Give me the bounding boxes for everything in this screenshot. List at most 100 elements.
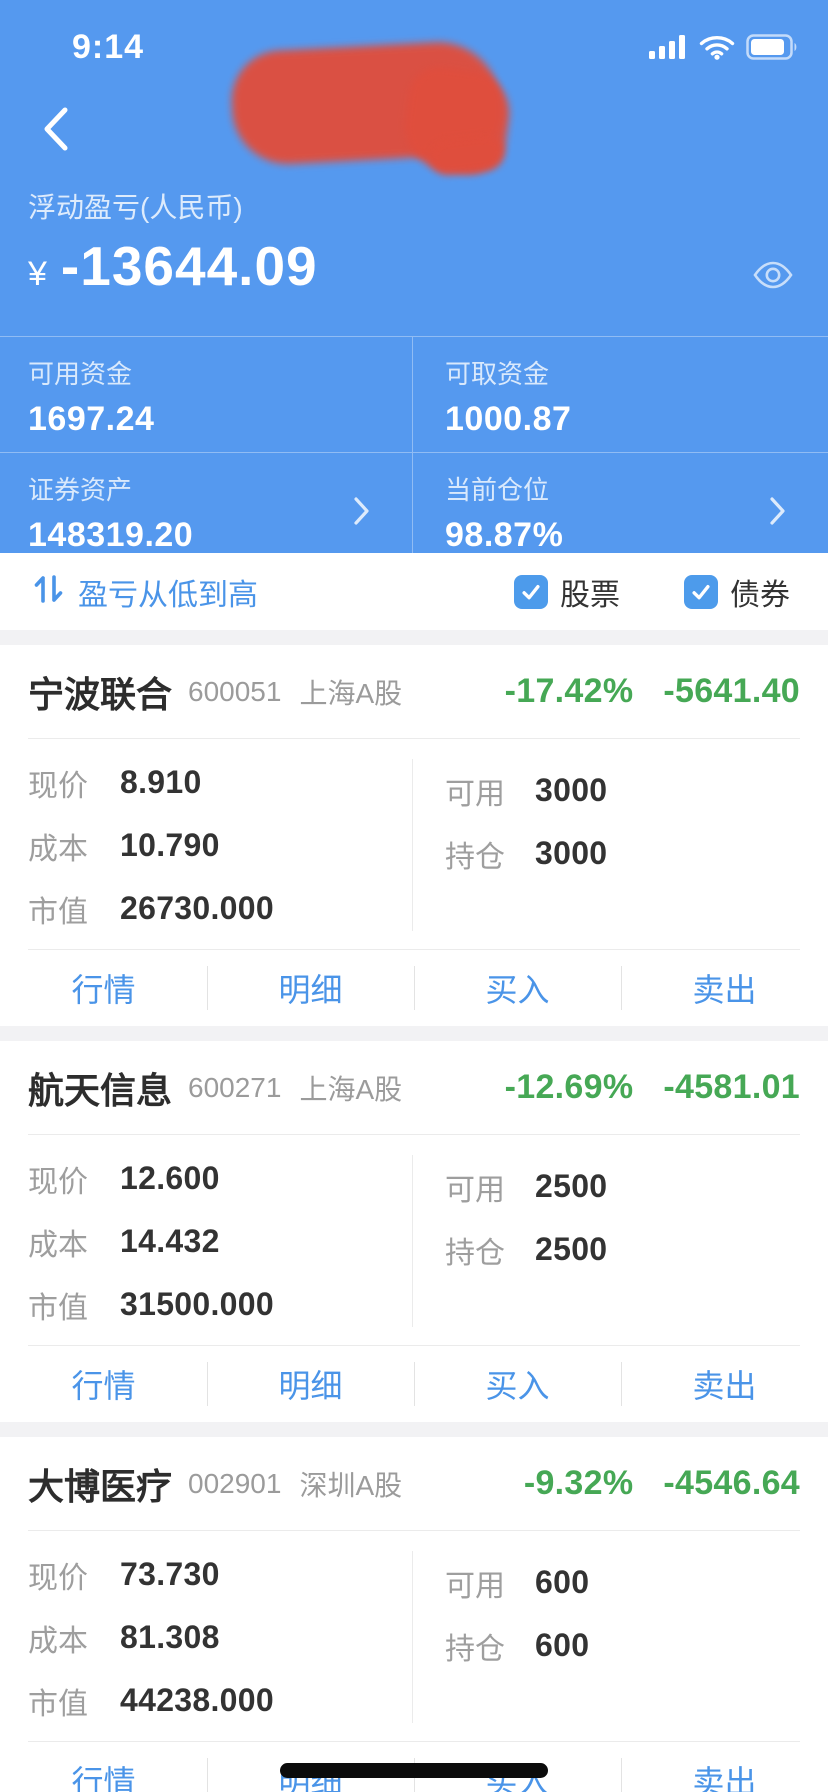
account-stats-grid: 可用资金 1697.24 可取资金 1000.87 证券资产 148319.20… xyxy=(0,336,828,554)
cost-label: 成本 xyxy=(28,832,88,866)
pl-percent: -9.32% xyxy=(523,1464,634,1502)
stat-value: 1697.24 xyxy=(28,400,155,438)
stock-details: 现价 8.910 成本 10.790 市值 26730.000 可用 3000 持仓 30… xyxy=(0,739,828,949)
price-value: 8.910 xyxy=(120,764,202,800)
stock-code: 002901 xyxy=(188,1467,282,1499)
stock-name: 大博医疗 xyxy=(28,1465,173,1507)
sort-by-pl-button[interactable]: 盈亏从低到高 xyxy=(32,570,258,614)
position-label: 持仓 xyxy=(445,1632,505,1666)
stat-value: 1000.87 xyxy=(445,400,572,438)
stock-details: 现价 73.730 成本 81.308 市值 44238.000 可用 600 持仓 60… xyxy=(0,1531,828,1741)
account-header: 9:14 xyxy=(0,0,828,554)
stat-label: 可取资金 xyxy=(445,359,550,389)
cost-value: 14.432 xyxy=(120,1223,220,1259)
divider xyxy=(28,949,800,950)
stat-value: 148319.20 xyxy=(28,516,194,554)
stock-details: 现价 12.600 成本 14.432 市值 31500.000 可用 2500 持仓 2… xyxy=(0,1135,828,1345)
available-label: 可用 xyxy=(445,1569,505,1603)
divider xyxy=(28,1134,800,1135)
sort-label: 盈亏从低到高 xyxy=(78,578,258,612)
quote-button[interactable]: 行情 xyxy=(71,1764,136,1792)
stock-market: 上海A股 xyxy=(299,1073,403,1105)
stock-code: 600271 xyxy=(188,1071,282,1103)
eye-visibility-toggle[interactable] xyxy=(752,260,794,290)
position-label: 持仓 xyxy=(445,840,505,874)
detail-button[interactable]: 明细 xyxy=(207,950,414,1026)
home-indicator[interactable] xyxy=(280,1763,548,1778)
market-value-label: 市值 xyxy=(28,1687,88,1721)
section-divider xyxy=(0,630,828,645)
stock-market: 上海A股 xyxy=(299,677,403,709)
stat-label: 证券资产 xyxy=(28,475,133,505)
checkbox-label: 股票 xyxy=(560,578,620,612)
battery-icon xyxy=(746,34,798,65)
sell-button[interactable]: 卖出 xyxy=(621,1742,828,1792)
status-icons xyxy=(648,34,798,65)
detail-button[interactable]: 明细 xyxy=(207,1346,414,1422)
pl-value: -4581.01 xyxy=(663,1068,800,1106)
section-divider xyxy=(0,1422,828,1437)
price-value: 73.730 xyxy=(120,1556,220,1592)
stock-header-row[interactable]: 大博医疗 002901 深圳A股 -9.32% -4546.64 xyxy=(0,1437,828,1530)
back-button[interactable] xyxy=(38,104,78,154)
stat-current-position-pct[interactable]: 当前仓位 98.87% xyxy=(412,452,828,554)
available-label: 可用 xyxy=(445,1173,505,1207)
wifi-icon xyxy=(699,34,735,65)
available-value: 2500 xyxy=(535,1168,608,1204)
cost-value: 10.790 xyxy=(120,827,220,863)
cellular-signal-icon xyxy=(648,34,688,65)
market-value-label: 市值 xyxy=(28,895,88,929)
stat-value: 98.87% xyxy=(445,516,564,554)
position-card: 航天信息 600271 上海A股 -12.69% -4581.01 现价 12.6… xyxy=(0,1041,828,1422)
stat-label: 可用资金 xyxy=(28,359,133,389)
pl-percent: -17.42% xyxy=(504,672,634,710)
stock-actions: 行情 明细 买入 卖出 xyxy=(0,950,828,1026)
pl-value: -4546.64 xyxy=(663,1464,800,1502)
buy-button[interactable]: 买入 xyxy=(414,950,621,1026)
quote-button[interactable]: 行情 xyxy=(71,1368,136,1404)
section-divider xyxy=(0,1026,828,1041)
stat-securities-assets[interactable]: 证券资产 148319.20 xyxy=(0,452,412,554)
available-label: 可用 xyxy=(445,777,505,811)
price-label: 现价 xyxy=(28,1165,88,1199)
stock-name: 航天信息 xyxy=(28,1069,173,1111)
divider xyxy=(28,1530,800,1531)
sell-button[interactable]: 卖出 xyxy=(621,950,828,1026)
divider xyxy=(28,738,800,739)
market-value-label: 市值 xyxy=(28,1291,88,1325)
sell-button[interactable]: 卖出 xyxy=(621,1346,828,1422)
divider xyxy=(28,1345,800,1346)
stock-code: 600051 xyxy=(188,675,282,707)
cost-label: 成本 xyxy=(28,1624,88,1658)
quote-button[interactable]: 行情 xyxy=(71,972,136,1008)
cost-label: 成本 xyxy=(28,1228,88,1262)
stock-header-row[interactable]: 宁波联合 600051 上海A股 -17.42% -5641.40 xyxy=(0,645,828,738)
stock-name: 宁波联合 xyxy=(28,673,173,715)
floating-pl-amount: ¥ -13644.09 xyxy=(28,234,318,298)
price-label: 现价 xyxy=(28,1561,88,1595)
sort-arrows-icon xyxy=(32,571,66,612)
stat-withdrawable-funds: 可取资金 1000.87 xyxy=(412,336,828,452)
market-value: 31500.000 xyxy=(120,1286,274,1322)
buy-button[interactable]: 买入 xyxy=(414,1346,621,1422)
available-value: 600 xyxy=(535,1564,590,1600)
chevron-right-icon xyxy=(769,496,786,531)
stock-header-row[interactable]: 航天信息 600271 上海A股 -12.69% -4581.01 xyxy=(0,1041,828,1134)
pl-value: -5641.40 xyxy=(663,672,800,710)
position-value: 3000 xyxy=(535,835,608,871)
checkbox-bonds[interactable]: 债券 xyxy=(684,570,790,614)
market-value: 44238.000 xyxy=(120,1682,274,1718)
position-value: 600 xyxy=(535,1627,590,1663)
position-card: 大博医疗 002901 深圳A股 -9.32% -4546.64 现价 73.73… xyxy=(0,1437,828,1792)
position-card: 宁波联合 600051 上海A股 -17.42% -5641.40 现价 8.91… xyxy=(0,645,828,1026)
stat-available-funds: 可用资金 1697.24 xyxy=(0,336,412,452)
cost-value: 81.308 xyxy=(120,1619,220,1655)
checkbox-stocks[interactable]: 股票 xyxy=(514,570,620,614)
checkbox-label: 债券 xyxy=(730,578,790,612)
market-value: 26730.000 xyxy=(120,890,274,926)
available-value: 3000 xyxy=(535,772,608,808)
stat-label: 当前仓位 xyxy=(445,475,550,505)
currency-symbol: ¥ xyxy=(28,255,47,293)
stock-market: 深圳A股 xyxy=(299,1469,403,1501)
price-label: 现价 xyxy=(28,769,88,803)
